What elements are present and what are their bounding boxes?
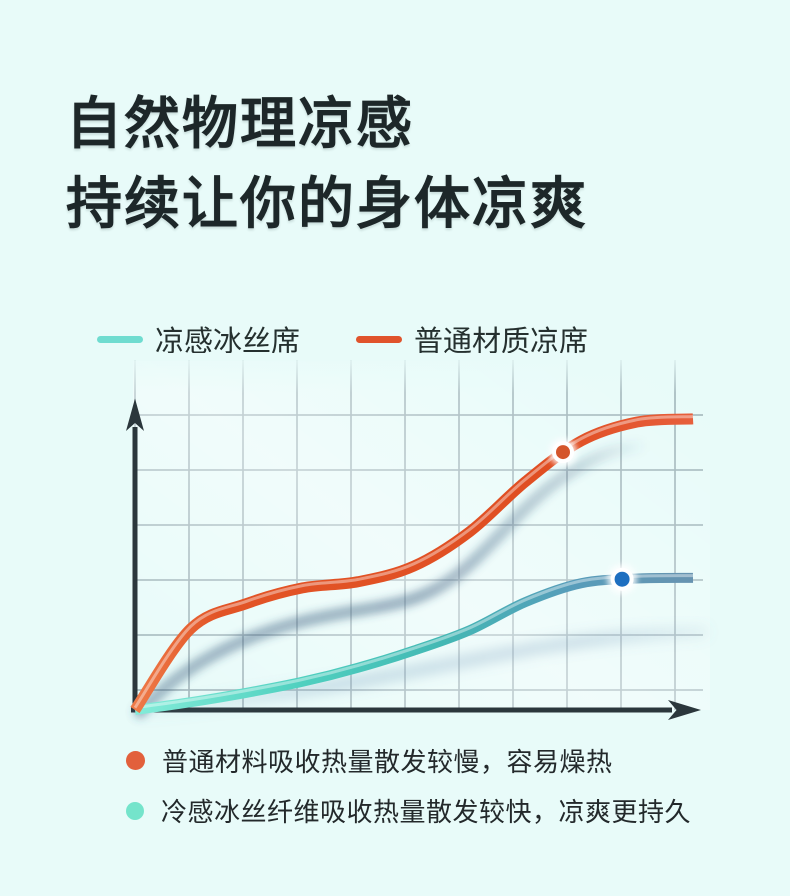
legend-swatch-cool — [97, 335, 143, 343]
legend-item-cool: 凉感冰丝席 — [97, 318, 300, 360]
legend-label-ordinary: 普通材质凉席 — [414, 326, 589, 358]
notes-list: 普通材料吸收热量散发较慢，容易燥热 冷感冰丝纤维吸收热量散发较快，凉爽更持久 — [126, 742, 691, 829]
legend-label-cool: 凉感冰丝席 — [155, 326, 301, 358]
x-axis-arrow-icon — [668, 700, 701, 720]
series-ordinary-highlight — [133, 415, 694, 709]
note-text-ordinary: 普通材料吸收热量散发较慢，容易燥热 — [162, 747, 613, 777]
grid-top-fade — [128, 353, 710, 393]
title-line-1: 自然物理凉感 — [66, 92, 414, 155]
series-cool-line — [134, 572, 694, 715]
cool-bullet-dot-icon — [126, 801, 144, 820]
page-title: 自然物理凉感 持续让你的身体凉爽 — [66, 84, 588, 244]
ghost-stroke-soft — [133, 625, 709, 719]
legend-item-ordinary: 普通材质凉席 — [356, 318, 588, 360]
chart-legend: 凉感冰丝席 普通材质凉席 — [97, 318, 588, 360]
marker-ordinary — [549, 438, 577, 467]
note-row-ordinary: 普通材料吸收热量散发较慢，容易燥热 — [126, 742, 691, 779]
series-ordinary-line — [130, 413, 694, 714]
ordinary-bullet-dot-icon — [126, 751, 145, 770]
note-row-cool: 冷感冰丝纤维吸收热量散发较快，凉爽更持久 — [126, 792, 691, 829]
marker-cool-dot — [614, 571, 630, 587]
y-axis-arrow-icon — [126, 398, 144, 431]
marker-ordinary-dot — [556, 445, 570, 460]
title-line-2: 持续让你的身体凉爽 — [66, 172, 588, 235]
note-text-cool: 冷感冰丝纤维吸收热量散发较快，凉爽更持久 — [161, 797, 692, 827]
marker-cool — [607, 564, 638, 595]
series-cool-highlight — [134, 574, 694, 710]
legend-swatch-ordinary — [356, 335, 403, 343]
ghost-stroke-dark — [133, 439, 649, 719]
chart-axes — [126, 398, 701, 720]
